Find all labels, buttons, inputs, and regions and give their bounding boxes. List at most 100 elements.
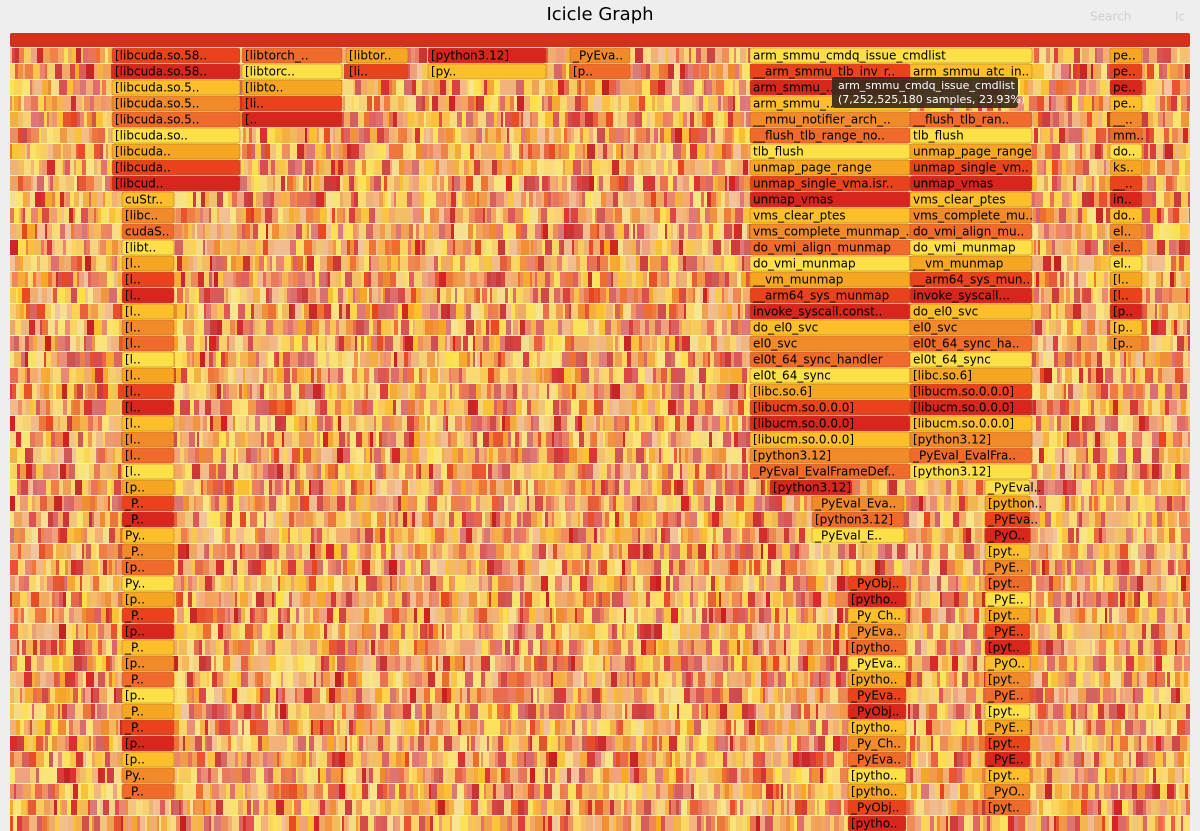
frame-sliver — [745, 128, 750, 143]
frame-sliver — [1088, 272, 1094, 287]
frame-sliver — [316, 336, 318, 351]
frame-sliver — [1097, 352, 1102, 367]
frame-sliver — [21, 96, 24, 111]
frame-sliver — [1064, 96, 1066, 111]
frame-sliver — [44, 240, 47, 255]
frame-sliver — [583, 224, 590, 239]
frame-sliver — [578, 208, 586, 223]
frame-sliver — [108, 368, 116, 383]
frame-sliver — [351, 288, 353, 303]
frame-sliver — [479, 144, 481, 159]
frame-sliver — [1187, 320, 1190, 335]
frame-sliver — [654, 128, 658, 143]
frame-sliver — [1042, 160, 1044, 175]
frame-sliver — [28, 272, 31, 287]
frame-sliver — [283, 320, 288, 335]
frame-sliver — [245, 304, 251, 319]
frame-sliver — [331, 144, 333, 159]
frame-sliver — [446, 320, 451, 335]
search-button[interactable]: Search — [1090, 10, 1131, 24]
frame-sliver — [501, 272, 505, 287]
frame-sliver — [695, 160, 703, 175]
frame-sliver — [59, 176, 66, 191]
frame-sliver — [94, 144, 100, 159]
frame-sliver — [16, 384, 20, 399]
frame-sliver — [548, 176, 550, 191]
frame-sliver — [80, 80, 86, 95]
frame-sliver — [374, 368, 378, 383]
frame-sliver — [1155, 288, 1162, 303]
frame-sliver — [18, 176, 23, 191]
frame-sliver — [422, 144, 427, 159]
frame-sliver — [581, 224, 583, 239]
frame-sliver — [510, 144, 512, 159]
frame-sliver — [561, 144, 569, 159]
frame-sliver — [667, 192, 675, 207]
frame-sliver — [556, 304, 563, 319]
frame-sliver — [100, 240, 106, 255]
frame-sliver — [288, 272, 293, 287]
frame-sliver — [593, 112, 598, 127]
frame-sliver — [466, 112, 473, 127]
frame-sliver — [358, 192, 366, 207]
frame-sliver — [381, 288, 383, 303]
frame-sliver — [721, 304, 727, 319]
frame-sliver — [38, 96, 44, 111]
frame-sliver — [31, 112, 39, 127]
frame-sliver — [422, 368, 427, 383]
frame-sliver — [567, 224, 574, 239]
frame-sliver — [474, 80, 481, 95]
frame-sliver — [500, 208, 503, 223]
frame-sliver — [591, 352, 599, 367]
frame-sliver — [588, 80, 595, 95]
frame-sliver — [64, 256, 71, 271]
frame-sliver — [433, 288, 437, 303]
frame-sliver — [1038, 240, 1040, 255]
frame-sliver — [576, 256, 580, 271]
frame-sliver — [411, 288, 416, 303]
frame-sliver — [1178, 304, 1182, 319]
frame-sliver — [1139, 256, 1147, 271]
frame-sliver — [1041, 304, 1049, 319]
frame-sliver — [1051, 304, 1056, 319]
frame-sliver — [397, 112, 403, 127]
frame-sliver — [304, 240, 312, 255]
frame-sliver — [97, 64, 103, 79]
frame-sliver — [309, 304, 317, 319]
frame-sliver — [687, 208, 689, 223]
frame-sliver — [343, 208, 345, 223]
frame-sliver — [1162, 304, 1168, 319]
frame-sliver — [483, 224, 485, 239]
frame-sliver — [200, 352, 205, 367]
frame-sliver — [398, 320, 401, 335]
frame-sliver — [343, 144, 347, 159]
frame-sliver — [1068, 144, 1071, 159]
frame-sliver — [475, 240, 481, 255]
frame-sliver — [728, 64, 735, 79]
frame-sliver — [1158, 320, 1166, 335]
frame-sliver — [1091, 288, 1093, 303]
frame-sliver — [707, 192, 711, 207]
frame-sliver — [214, 240, 220, 255]
frame-sliver — [448, 192, 451, 207]
ignorecase-toggle[interactable]: Ic — [1175, 10, 1185, 24]
frame-sliver — [589, 128, 593, 143]
frame-sliver — [235, 288, 237, 303]
frame-sliver — [743, 160, 748, 175]
frame-sliver — [103, 144, 106, 159]
frame-sliver — [42, 208, 49, 223]
frame-sliver — [627, 352, 631, 367]
frame-sliver — [203, 224, 205, 239]
frame-sliver — [65, 320, 70, 335]
frame-sliver — [498, 352, 501, 367]
frame-sliver — [387, 112, 389, 127]
frame-sliver — [744, 256, 751, 271]
frame-sliver — [282, 240, 290, 255]
frame-sliver — [300, 208, 306, 223]
frame-sliver — [48, 272, 52, 287]
frame-sliver — [27, 128, 31, 143]
frame-sliver — [616, 144, 621, 159]
frame-sliver — [193, 192, 196, 207]
frame-sliver — [403, 144, 411, 159]
root-frame[interactable] — [10, 33, 1190, 47]
